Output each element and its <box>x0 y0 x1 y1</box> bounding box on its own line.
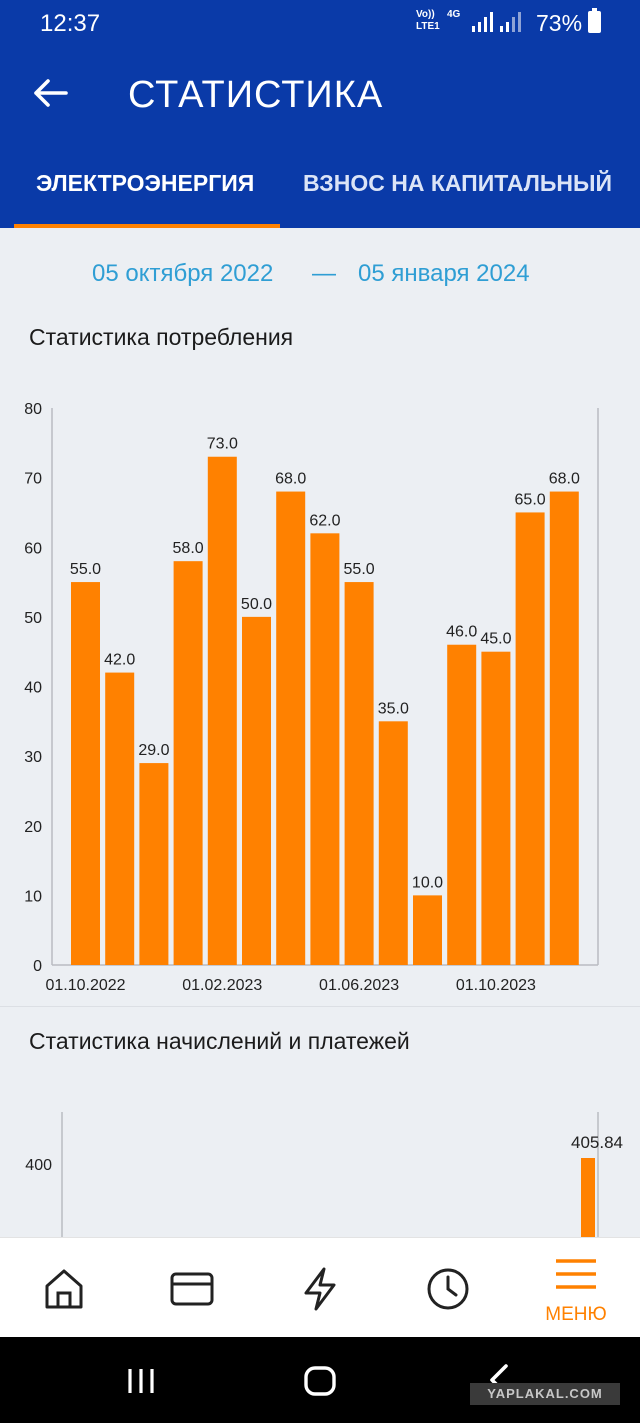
y-tick-label: 70 <box>24 471 42 488</box>
nav-meters[interactable] <box>256 1238 384 1338</box>
signal-2-icon <box>500 12 521 32</box>
x-tick-label: 01.10.2022 <box>45 977 125 994</box>
charts-canvas: 0 10 20 30 40 50 60 70 80 55.0 42.0 29.0 58.0 73.0 50.… <box>24 401 623 1237</box>
bar <box>515 512 545 965</box>
bar-value-label: 405.84 <box>571 1133 623 1152</box>
nav-menu[interactable]: МЕНЮ <box>512 1238 640 1338</box>
volte-indicator: Vo)) LTE1 <box>416 9 440 33</box>
network-type: 4G <box>447 9 461 20</box>
home-icon <box>45 1269 83 1309</box>
date-separator: — <box>312 260 336 287</box>
system-navigation-bar <box>0 1337 640 1423</box>
active-tab-indicator <box>14 224 280 228</box>
bar <box>139 763 169 965</box>
nav-payments[interactable] <box>128 1238 256 1338</box>
bar <box>276 491 306 965</box>
volte-line2: LTE1 <box>416 21 440 32</box>
bar-value-label: 10.0 <box>412 874 443 891</box>
home-system-icon[interactable] <box>303 1365 337 1397</box>
nav-home[interactable] <box>0 1238 128 1338</box>
date-from[interactable]: 05 октября 2022 <box>92 260 274 287</box>
bar-value-label: 29.0 <box>138 742 169 759</box>
consumption-section-title: Статистика потребления <box>29 324 294 350</box>
battery-icon <box>588 8 601 33</box>
y-tick-label: 0 <box>33 958 42 975</box>
bar <box>549 491 579 965</box>
signal-icon <box>472 12 493 32</box>
bar <box>71 582 100 965</box>
bar-value-label: 65.0 <box>515 491 546 508</box>
date-to[interactable]: 05 января 2024 <box>358 260 530 287</box>
menu-icon <box>556 1259 596 1289</box>
nav-history[interactable] <box>384 1238 512 1338</box>
bar-value-label: 55.0 <box>70 561 101 578</box>
bar-value-label: 68.0 <box>549 471 580 488</box>
bar-value-label: 55.0 <box>344 561 375 578</box>
x-tick-label: 01.06.2023 <box>319 977 399 994</box>
bar-value-label: 68.0 <box>275 471 306 488</box>
payments-section-title: Статистика начислений и платежей <box>29 1028 410 1054</box>
y-tick-label: 20 <box>24 819 42 836</box>
status-time: 12:37 <box>40 10 101 37</box>
bar <box>481 651 511 965</box>
nav-menu-label: МЕНЮ <box>545 1304 607 1325</box>
bar <box>413 895 442 965</box>
tab-electricity[interactable]: ЭЛЕКТРОЭНЕРГИЯ <box>36 170 255 196</box>
bar-value-label: 58.0 <box>173 540 204 557</box>
bar-value-label: 42.0 <box>104 652 135 669</box>
bar-value-label: 45.0 <box>480 631 511 648</box>
bar <box>310 533 340 965</box>
lightning-icon <box>304 1267 336 1311</box>
x-tick-label: 01.10.2023 <box>456 977 536 994</box>
bar-value-label: 50.0 <box>241 596 272 613</box>
card-icon <box>170 1272 214 1306</box>
volte-line1: Vo)) <box>416 9 435 20</box>
bar <box>173 561 203 965</box>
y-tick-label: 30 <box>24 749 42 766</box>
bar-value-label: 73.0 <box>207 436 238 453</box>
bar <box>207 456 237 965</box>
y-tick-label: 80 <box>24 401 42 418</box>
status-bar: 12:37 Vo)) LTE1 4G 73% <box>0 0 640 44</box>
recent-apps-icon[interactable] <box>126 1367 156 1395</box>
bar <box>378 721 408 965</box>
battery-percent: 73% <box>536 10 583 36</box>
section-divider <box>0 1006 640 1007</box>
y-tick-label: 60 <box>24 540 42 557</box>
back-arrow-icon[interactable] <box>32 78 68 108</box>
bar <box>581 1158 595 1237</box>
watermark: YAPLAKAL.COM <box>470 1383 620 1405</box>
app-bar: СТАТИСТИКА ЭЛЕКТРОЭНЕРГИЯ ВЗНОС НА КАПИТ… <box>0 44 640 228</box>
y-tick-label: 40 <box>24 680 42 697</box>
y-tick-label: 50 <box>24 610 42 627</box>
bar <box>447 644 477 965</box>
bottom-navigation: МЕНЮ <box>0 1237 640 1337</box>
page-title: СТАТИСТИКА <box>128 74 384 116</box>
clock-icon <box>427 1268 469 1310</box>
bar <box>242 616 271 965</box>
y-tick-label: 400 <box>25 1157 52 1174</box>
bar <box>344 582 374 965</box>
tab-capital-repair[interactable]: ВЗНОС НА КАПИТАЛЬНЫЙ <box>303 170 613 196</box>
bar-value-label: 46.0 <box>446 624 477 641</box>
bar-value-label: 35.0 <box>378 700 409 717</box>
y-tick-label: 10 <box>24 888 42 905</box>
x-tick-label: 01.02.2023 <box>182 977 262 994</box>
bar <box>105 672 135 965</box>
bar-value-label: 62.0 <box>309 512 340 529</box>
